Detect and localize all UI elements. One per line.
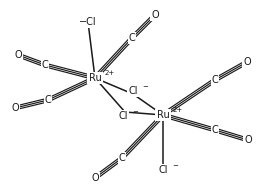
Text: O: O bbox=[151, 10, 159, 20]
Text: 2+: 2+ bbox=[105, 70, 115, 76]
Text: C: C bbox=[212, 75, 218, 85]
Text: −: − bbox=[172, 163, 178, 169]
Text: Ru: Ru bbox=[89, 73, 101, 83]
Text: C: C bbox=[45, 95, 51, 105]
Text: Cl: Cl bbox=[128, 86, 138, 96]
Text: Cl: Cl bbox=[158, 165, 168, 175]
Text: −Cl: −Cl bbox=[79, 17, 97, 27]
Text: 2+: 2+ bbox=[173, 107, 183, 113]
Text: C: C bbox=[212, 125, 218, 135]
Text: Ru: Ru bbox=[157, 110, 169, 120]
Text: −: − bbox=[132, 109, 138, 115]
Text: O: O bbox=[14, 50, 22, 60]
Text: O: O bbox=[244, 135, 252, 145]
Text: O: O bbox=[91, 173, 99, 183]
Text: C: C bbox=[42, 60, 48, 70]
Text: Cl: Cl bbox=[118, 111, 128, 121]
Text: C: C bbox=[129, 33, 135, 43]
Text: −: − bbox=[142, 84, 148, 90]
Text: O: O bbox=[243, 57, 251, 67]
Text: C: C bbox=[119, 153, 125, 163]
Text: O: O bbox=[11, 103, 19, 113]
